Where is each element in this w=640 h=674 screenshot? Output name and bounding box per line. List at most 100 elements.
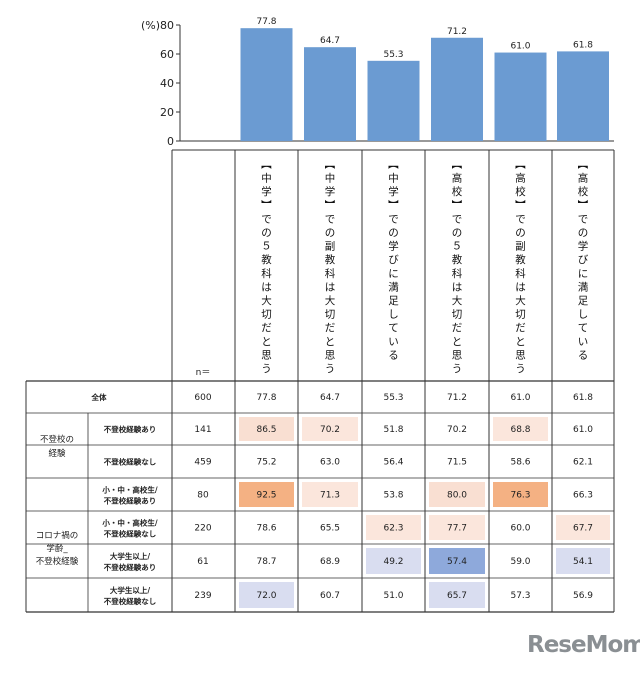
column-header-char: 校 (578, 185, 589, 198)
column-header-char: 】 (576, 200, 588, 211)
column-header-char: 科 (261, 267, 272, 280)
y-tick-label: 0 (167, 135, 174, 148)
column-header-char: 思 (325, 349, 336, 361)
table-cell-value: 77.7 (447, 524, 467, 534)
column-header-char: 切 (515, 309, 526, 321)
table-cell-value: 61.0 (510, 393, 530, 403)
table-cell-value: 62.3 (383, 524, 403, 534)
column-header-char: 【 (576, 159, 588, 170)
column-header-char: 高 (452, 172, 463, 185)
column-header-char: 足 (388, 295, 399, 307)
y-tick-label: 40 (160, 77, 174, 90)
bar (367, 60, 420, 141)
column-header-char: 科 (515, 267, 526, 280)
column-header-char: に (388, 268, 399, 280)
highlight-cell (239, 482, 294, 507)
highlight-cell (429, 548, 485, 574)
table-cell-value: 68.8 (510, 425, 530, 435)
column-header-char: 教 (452, 253, 463, 266)
y-tick-label: 60 (160, 48, 174, 61)
column-header-char: し (388, 309, 399, 321)
row-n-value: 239 (194, 591, 211, 601)
table-cell-value: 55.3 (383, 393, 403, 403)
row-n-value: 80 (197, 491, 209, 501)
table-cell-value: 71.5 (447, 458, 467, 468)
column-header-char: 【 (450, 159, 462, 170)
row-label-line: 不登校経験なし (104, 529, 157, 539)
table-cell-value: 70.2 (320, 425, 340, 435)
column-header-char: 中 (325, 172, 336, 185)
table-cell-value: 53.8 (383, 491, 403, 501)
table-cell-value: 64.7 (320, 393, 340, 403)
bar-value-label: 64.7 (320, 36, 340, 46)
column-header-char: 満 (388, 281, 399, 293)
bar (431, 37, 483, 142)
group-label-line: 経験 (48, 448, 66, 459)
column-header-char: 】 (323, 200, 335, 211)
bar (557, 51, 609, 141)
highlight-cell (556, 548, 610, 574)
column-header-char: 教 (325, 253, 336, 266)
column-header-char: る (578, 349, 589, 361)
column-header-char: る (388, 349, 399, 361)
column-header-char: び (578, 254, 589, 266)
table-cell-value: 66.3 (573, 491, 593, 501)
column-header-char: は (452, 281, 463, 293)
column-header-char: 切 (261, 309, 272, 321)
column-header-char: の (388, 227, 399, 239)
table-cell-value: 71.3 (320, 491, 340, 501)
column-header-char: 切 (325, 309, 336, 321)
column-header-char: 【 (514, 159, 526, 170)
table-cell-value: 57.4 (447, 557, 467, 567)
column-header-char: 教 (515, 253, 526, 266)
column-header-char: の (261, 227, 272, 239)
column-header-char: 科 (325, 267, 336, 280)
column-header-char: の (578, 227, 589, 239)
column-header-char: だ (515, 322, 526, 334)
table-cell-value: 76.3 (510, 491, 530, 501)
column-header-char: 思 (261, 349, 272, 361)
column-header-char: で (388, 213, 399, 225)
column-header-char: 大 (515, 294, 526, 307)
column-header-char: と (452, 336, 463, 348)
column-header-char: 学 (388, 240, 399, 253)
row-label: 不登校経験なし (104, 457, 157, 467)
bar (304, 47, 356, 142)
highlight-cell (239, 582, 294, 608)
table-cell-value: 80.0 (447, 491, 467, 501)
table-cell-value: 60.7 (320, 591, 340, 601)
column-header-char: て (578, 322, 589, 334)
column-header-char: 【 (323, 159, 335, 170)
column-header-char: と (515, 336, 526, 348)
group-label-line: 不登校経験 (36, 556, 79, 567)
group-label-line: 学齢_ (46, 543, 68, 554)
column-header-char: う (261, 363, 272, 375)
table-cell-value: 61.8 (573, 393, 593, 403)
column-header-char: 高 (515, 172, 526, 185)
bar-value-label: 61.8 (573, 40, 593, 50)
column-header-char: し (578, 309, 589, 321)
row-label-line: 小・中・高校生/ (102, 518, 157, 528)
table-cell-value: 54.1 (573, 557, 593, 567)
row-label: 不登校経験あり (104, 424, 157, 434)
column-header-char: 】 (387, 200, 399, 211)
column-header-char: 高 (578, 172, 589, 185)
table-cell-value: 63.0 (320, 458, 340, 468)
highlight-cell (366, 548, 421, 574)
column-header-char: の (515, 227, 526, 239)
group-label-line: 不登校の (40, 434, 74, 445)
n-header: n＝ (196, 368, 211, 378)
column-header-char: び (388, 254, 399, 266)
column-header-char: の (325, 227, 336, 239)
column-header-char: だ (261, 322, 272, 334)
column-header-char: の (452, 227, 463, 239)
row-label-line: 大学生以上/ (110, 551, 150, 561)
column-header-char: 中 (261, 172, 272, 185)
column-header-char: 大 (261, 294, 272, 307)
table-cell-value: 60.0 (510, 524, 530, 534)
column-header-char: は (261, 281, 272, 293)
table-cell-value: 70.2 (447, 425, 467, 435)
column-header-char: と (261, 336, 272, 348)
column-header-char: 科 (452, 267, 463, 280)
